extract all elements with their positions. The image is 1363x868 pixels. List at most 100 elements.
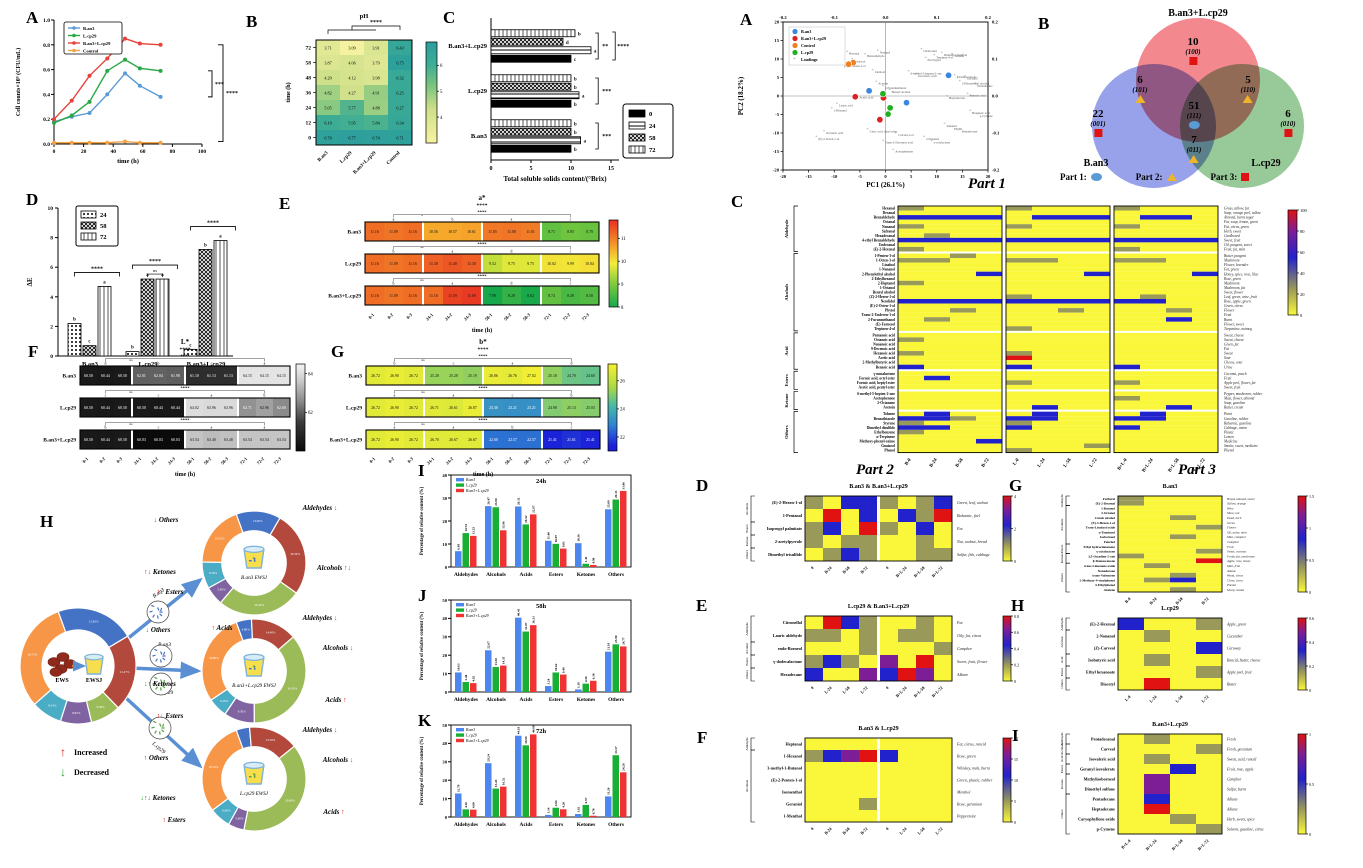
svg-text:0: 0 [1014,820,1016,825]
svg-text:*: * [924,56,927,61]
svg-text:Aldehydes: Aldehydes [454,822,478,828]
svg-text:36.33: 36.33 [532,616,536,624]
svg-text:80: 80 [170,149,176,155]
svg-text:0.5: 0.5 [1309,782,1314,787]
svg-text:32.87: 32.87 [524,622,528,630]
svg-text:Guaiacol: Guaiacol [881,444,895,448]
svg-text:Total soluble solids content/(: Total soluble solids content/(°Brix) [503,175,607,183]
svg-text:*: * [920,47,923,52]
svg-text:26.72: 26.72 [409,406,418,410]
svg-text:Sweet, coconut: Sweet, coconut [1227,550,1246,555]
svg-text:11.16: 11.16 [370,230,379,234]
svg-text:24.70: 24.70 [567,374,576,378]
svg-text:8.85: 8.85 [567,230,574,234]
svg-text:(E)-2-Penten-1-ol: (E)-2-Penten-1-ol [771,777,803,782]
svg-text:a: a [512,362,514,366]
svg-text:Balsamic, fuel: Balsamic, fuel [957,513,981,519]
svg-text:α-Terpineol: α-Terpineol [1099,530,1115,534]
svg-text:10: 10 [774,57,779,62]
panel-letter-f-28: F [28,342,39,361]
svg-text:6.10: 6.10 [324,121,331,126]
svg-text:EWS: EWS [55,678,69,684]
svg-text:4.00: 4.00 [472,802,476,808]
svg-text:Alcohol: Alcohol [1060,636,1064,647]
svg-text:Azulene: Azulene [1104,588,1116,592]
svg-text:-15: -15 [806,174,813,179]
svg-text:0.70: 0.70 [592,808,596,814]
svg-text:Rose, geranium: Rose, geranium [956,801,982,807]
svg-text:Aldehydes ↓: Aldehydes ↓ [302,726,338,734]
svg-text:5: 5 [910,174,913,179]
svg-text:58-1: 58-1 [484,312,494,322]
svg-text:8.54%: 8.54% [48,703,56,707]
part2-heatmap-d: B.an3 & B.an3+L.cp29 (E)-2-Hexen-1-ol Gree… [735,480,1035,588]
svg-text:Green, leaf, walnut: Green, leaf, walnut [957,500,989,506]
svg-text:5.77: 5.77 [348,106,355,111]
svg-text:d: d [571,362,573,366]
svg-text:Diacetyl: Diacetyl [1100,681,1115,686]
svg-text:Acids ↑: Acids ↑ [324,696,346,704]
svg-text:L.cp29: L.cp29 [60,406,76,412]
svg-text:26.50%: 26.50% [290,552,300,556]
svg-text:5.95: 5.95 [348,121,355,126]
svg-text:Benzoic acid: Benzoic acid [970,93,987,97]
svg-text:Aldehyde: Aldehyde [745,737,749,751]
svg-text:Bread, almond, sweet: Bread, almond, sweet [1227,497,1255,502]
svg-text:*: * [872,68,875,73]
panel-letter-c-731: C [731,192,744,211]
svg-text:Control: Control [801,43,816,48]
svg-text:25.18: 25.18 [548,374,557,378]
svg-text:L-24: L-24 [1037,457,1047,468]
pca-biplot: -20 -20 -15 -15 -10 -10 -5 -5 0 0 5 5 10 10 15 15 20 20 -0… [733,8,1025,197]
svg-text:1.14: 1.14 [547,807,551,813]
svg-text:↑↓ Ketones: ↑↓ Ketones [144,568,176,576]
svg-text:64.15: 64.15 [243,374,252,378]
svg-text:10: 10 [1014,778,1018,783]
svg-text:Leaf, green, wine, fruit: Leaf, green, wine, fruit [1223,295,1258,300]
ph-heatmap: pH **** 72 3.71 3.09 3.91 6.43 58 3.87 4.06 3.79 6.… [238,8,443,195]
svg-text:10.56: 10.56 [429,230,438,234]
svg-text:40: 40 [442,616,447,621]
svg-text:10: 10 [568,166,574,172]
svg-text:↑↓ Esters: ↑↓ Esters [157,588,184,596]
svg-text:Phenol: Phenol [1223,449,1234,453]
svg-text:0-3: 0-3 [405,312,413,320]
svg-text:25.13: 25.13 [567,406,576,410]
svg-text:Flower: Flower [1226,526,1237,530]
svg-text:20: 20 [442,778,447,783]
svg-text:L.cp29: L.cp29 [801,50,813,55]
svg-text:26.90: 26.90 [390,374,399,378]
svg-text:6: 6 [50,265,53,271]
svg-text:2-Octanone: 2-Octanone [877,401,895,405]
svg-text:B+L-58: B+L-58 [913,685,926,698]
svg-text:B.an3 & L.cp29: B.an3 & L.cp29 [858,726,898,732]
svg-text:B.an3+L.cp29: B.an3+L.cp29 [187,361,226,368]
svg-text:(E)-2-Hexenal: (E)-2-Hexenal [873,248,895,252]
svg-text:14.35: 14.35 [502,656,506,664]
svg-text:(E)-2-Octen-1-ol: (E)-2-Octen-1-ol [870,304,895,308]
svg-text:a: a [453,394,455,398]
svg-text:ns: ns [129,390,133,394]
svg-text:Fat: Fat [1223,347,1230,351]
part2-heatmap-f: B.an3 & L.cp29 Heptanal Fat, citrus, ranci… [735,722,1035,849]
svg-text:Others: Others [608,572,624,578]
svg-text:26.67: 26.67 [468,438,477,442]
svg-text:61.98: 61.98 [171,374,180,378]
svg-text:2-Nonanol: 2-Nonanol [926,137,939,141]
svg-text:4.20: 4.20 [562,802,566,808]
svg-text:0.6: 0.6 [1014,630,1019,635]
svg-text:16.52: 16.52 [502,777,506,785]
svg-text:29.70%: 29.70% [209,765,219,769]
svg-text:72-1: 72-1 [543,312,553,322]
pP3H-canvas: L.cp29 (E)-2-Hexenal Apple, green 2-Nonanol… [1060,606,1314,704]
svg-text:Fruit: Fruit [1223,376,1232,380]
svg-text:3.71: 3.71 [324,46,331,51]
svg-text:6.75: 6.75 [396,61,403,66]
svg-text:↑: ↑ [60,745,66,759]
svg-text:Fenchol: Fenchol [1104,540,1115,544]
svg-text:Alcohols: Alcohols [1060,518,1064,531]
svg-text:24-1: 24-1 [426,456,436,466]
svg-text:1.62: 1.62 [577,806,581,812]
svg-text:Cell counts×10⁹ (CFU/mL): Cell counts×10⁹ (CFU/mL) [15,48,22,116]
svg-text:10: 10 [442,796,447,801]
